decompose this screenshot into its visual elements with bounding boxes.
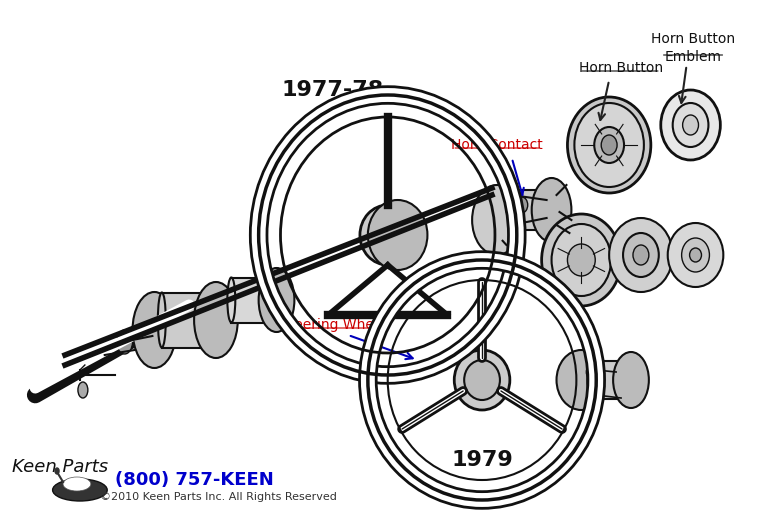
- Ellipse shape: [681, 238, 709, 272]
- Text: Horn Contact: Horn Contact: [451, 138, 543, 152]
- Ellipse shape: [557, 350, 606, 410]
- Text: Horn Button
Emblem: Horn Button Emblem: [651, 32, 735, 64]
- Bar: [162, 293, 216, 348]
- Text: 1977-78: 1977-78: [282, 80, 384, 100]
- Ellipse shape: [508, 190, 516, 230]
- Ellipse shape: [213, 293, 220, 348]
- Ellipse shape: [360, 205, 416, 265]
- Ellipse shape: [541, 214, 621, 306]
- Ellipse shape: [272, 278, 280, 323]
- Ellipse shape: [551, 224, 611, 296]
- Ellipse shape: [613, 352, 649, 408]
- Ellipse shape: [567, 244, 595, 276]
- Ellipse shape: [370, 215, 406, 255]
- Ellipse shape: [594, 127, 624, 163]
- Ellipse shape: [259, 268, 294, 332]
- Ellipse shape: [158, 293, 166, 348]
- Text: 1979: 1979: [451, 450, 513, 470]
- Ellipse shape: [63, 477, 91, 491]
- Ellipse shape: [132, 292, 176, 368]
- Ellipse shape: [547, 190, 555, 230]
- Ellipse shape: [609, 218, 673, 292]
- Ellipse shape: [55, 468, 59, 474]
- Ellipse shape: [601, 135, 617, 155]
- Text: (800) 757-KEEN: (800) 757-KEEN: [115, 471, 273, 489]
- Ellipse shape: [683, 115, 698, 135]
- Bar: [591, 361, 631, 399]
- Ellipse shape: [668, 223, 723, 287]
- Ellipse shape: [78, 382, 88, 398]
- Ellipse shape: [464, 360, 500, 400]
- Ellipse shape: [673, 103, 708, 147]
- Ellipse shape: [588, 361, 595, 399]
- Ellipse shape: [567, 97, 651, 193]
- Ellipse shape: [574, 103, 644, 187]
- Ellipse shape: [454, 350, 510, 410]
- Ellipse shape: [116, 330, 132, 354]
- Ellipse shape: [368, 200, 427, 270]
- Ellipse shape: [506, 205, 514, 215]
- Ellipse shape: [516, 197, 527, 213]
- Ellipse shape: [690, 248, 701, 262]
- Ellipse shape: [227, 278, 236, 323]
- Text: ©2010 Keen Parts Inc. All Rights Reserved: ©2010 Keen Parts Inc. All Rights Reserve…: [100, 492, 337, 502]
- Ellipse shape: [194, 282, 238, 358]
- Text: Keen Parts: Keen Parts: [12, 458, 108, 476]
- Ellipse shape: [627, 361, 635, 399]
- Ellipse shape: [623, 233, 659, 277]
- Text: Steering Wheel: Steering Wheel: [280, 318, 387, 332]
- Text: Horn Button: Horn Button: [579, 61, 663, 75]
- Ellipse shape: [661, 90, 721, 160]
- Bar: [512, 190, 551, 230]
- Ellipse shape: [532, 178, 571, 242]
- Ellipse shape: [52, 479, 107, 501]
- Bar: [231, 278, 276, 323]
- Ellipse shape: [633, 245, 649, 265]
- Ellipse shape: [472, 185, 522, 255]
- Ellipse shape: [586, 365, 596, 379]
